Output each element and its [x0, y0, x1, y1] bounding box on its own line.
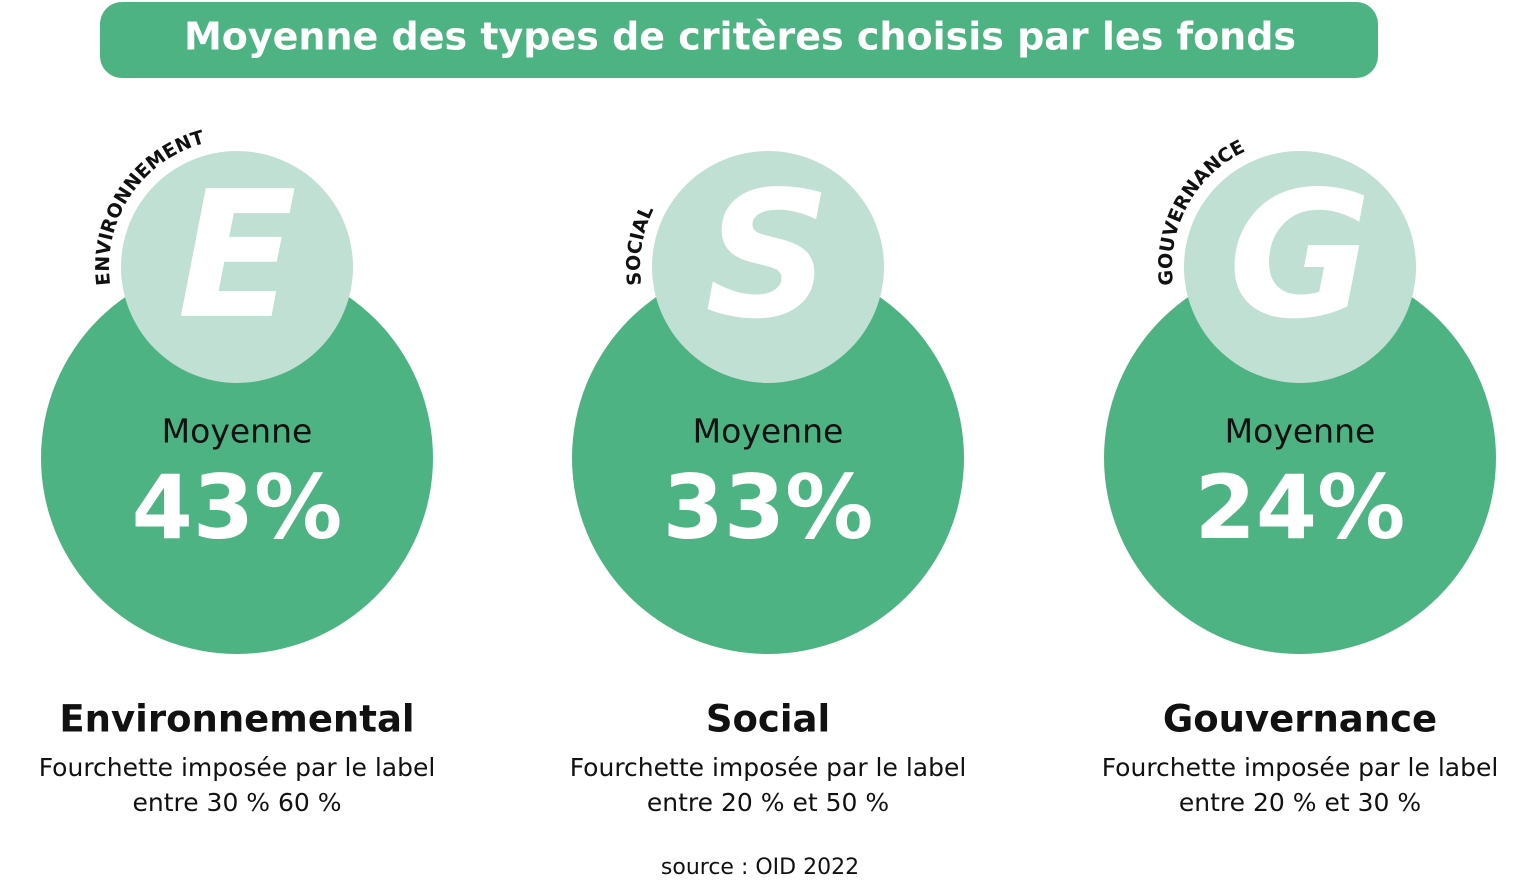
item-name: Gouvernance [1163, 698, 1437, 741]
letter-circle [652, 151, 884, 383]
letter: G [1228, 155, 1372, 358]
letter-circle [1184, 151, 1416, 383]
title-banner [100, 2, 1378, 78]
average-label: Moyenne [162, 412, 313, 451]
big-circle [1104, 262, 1496, 654]
letter-circle [121, 151, 353, 383]
range-line: entre 30 % 60 % [132, 788, 341, 817]
range-line: entre 20 % et 30 % [1179, 788, 1421, 817]
range-line: Fourchette imposée par le label [1102, 753, 1499, 782]
title: Moyenne des types de critères choisis pa… [184, 15, 1296, 59]
average-value: 24% [1195, 456, 1406, 559]
range-line: Fourchette imposée par le label [570, 753, 967, 782]
big-circle [572, 262, 964, 654]
letter: S [705, 155, 831, 358]
average-value: 43% [132, 456, 343, 559]
average-label: Moyenne [1225, 412, 1376, 451]
average-label: Moyenne [693, 412, 844, 451]
letter: E [177, 155, 297, 358]
average-value: 33% [663, 456, 874, 559]
source: source : OID 2022 [661, 855, 859, 880]
item-name: Social [706, 698, 830, 741]
item-name: Environnemental [59, 698, 414, 741]
big-circle [41, 262, 433, 654]
range-line: Fourchette imposée par le label [39, 753, 436, 782]
range-line: entre 20 % et 50 % [647, 788, 889, 817]
